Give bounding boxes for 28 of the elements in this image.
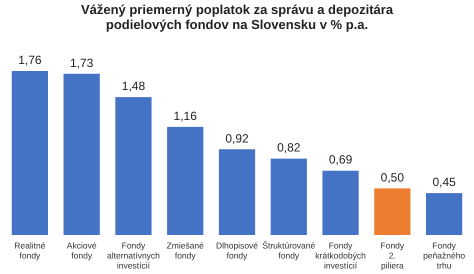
x-tick-label: Fondy krátkodobých investícií — [315, 240, 366, 270]
bar — [270, 158, 307, 235]
bar — [426, 193, 462, 235]
x-tick-label: Fondy alternatívnych investícií — [106, 240, 160, 270]
bar — [322, 170, 359, 235]
bar — [167, 126, 204, 235]
chart-title: Vážený priemerný poplatok za správu a depozitára podielových fondov na Slovensku v % p.a. — [80, 2, 394, 32]
bar — [218, 149, 256, 235]
x-tick-label: Dlhopisové fondy — [216, 240, 258, 260]
bar — [64, 74, 100, 235]
data-label: 1,48 — [122, 79, 146, 94]
x-tick-label: Fondy peňažného trhu — [423, 240, 466, 270]
bar — [374, 188, 410, 235]
data-label: 0,69 — [328, 152, 353, 167]
bar — [115, 97, 152, 235]
data-label: 1,76 — [18, 53, 42, 67]
data-label: 0,92 — [225, 131, 249, 146]
data-label: 0,50 — [380, 170, 404, 184]
x-tick-label: Realitné fondy — [14, 240, 46, 260]
x-tick-label: Štruktúrované fondy — [262, 240, 316, 260]
data-label: 1,16 — [174, 108, 198, 123]
data-label: 1,73 — [70, 56, 94, 70]
x-tick-label: Akciové fondy — [66, 240, 97, 260]
x-tick-label: Zmiešané fondy — [166, 240, 204, 260]
data-label: 0,45 — [432, 175, 456, 190]
data-label: 0,82 — [277, 140, 301, 155]
bar — [12, 71, 48, 235]
x-tick-label: Fondy 2. piliera — [380, 240, 405, 270]
